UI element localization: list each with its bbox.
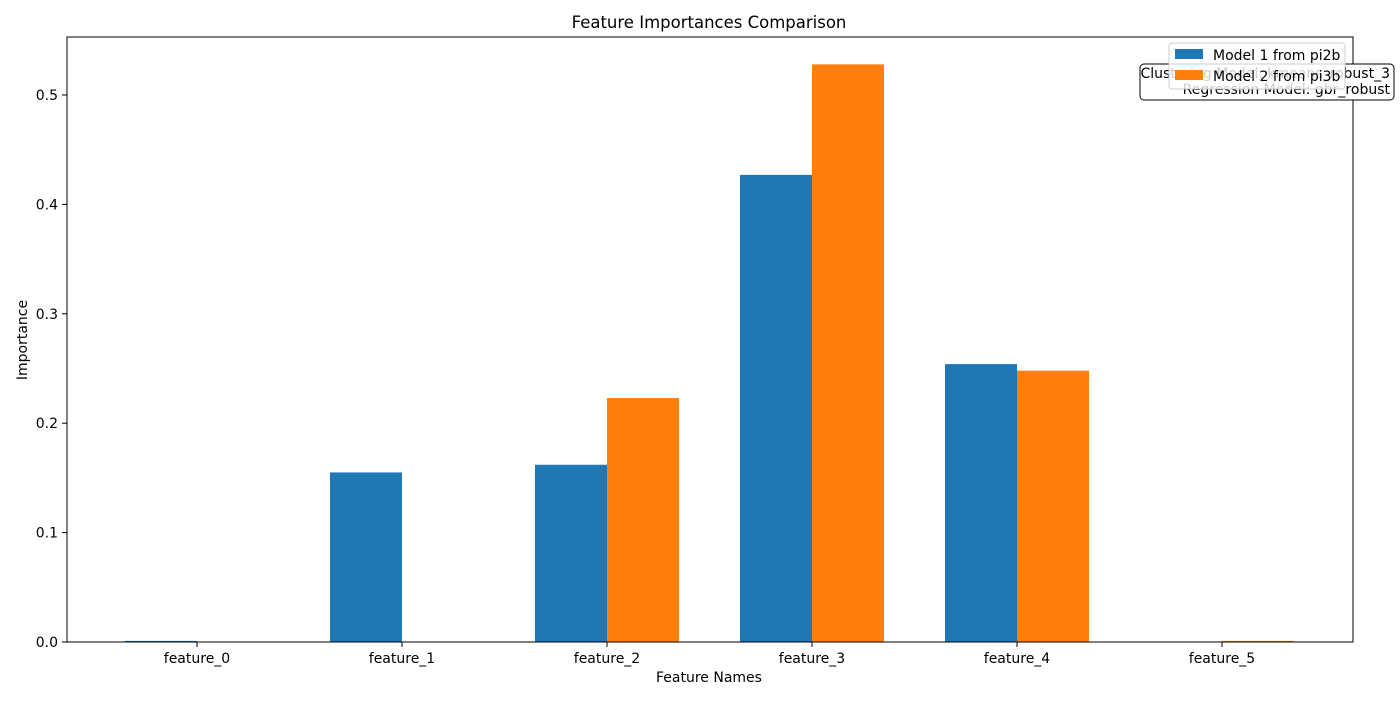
bar-series-2-feature_3 [812, 64, 884, 642]
x-tick-label-feature_2: feature_2 [574, 651, 640, 667]
legend-label-series-2: Model 2 from pi3b [1213, 69, 1341, 85]
legend-swatch-series-1 [1175, 49, 1203, 59]
y-tick-label: 0.5 [36, 88, 58, 104]
chart-title: Feature Importances Comparison [572, 13, 847, 32]
bar-series-2-feature_2 [607, 398, 679, 642]
y-axis: 0.0 0.1 0.2 0.3 0.4 0.5 [36, 88, 67, 651]
y-tick-label: 0.0 [36, 635, 58, 651]
y-tick-label: 0.1 [36, 526, 58, 542]
legend: Model 1 from pi2b Model 2 from pi3b [1168, 42, 1346, 90]
legend-label-series-1: Model 1 from pi2b [1213, 48, 1341, 64]
bar-series-1-feature_0 [125, 640, 197, 642]
bar-series-2-feature_5 [1222, 640, 1294, 642]
x-tick-label-feature_5: feature_5 [1189, 651, 1255, 667]
x-axis-label: Feature Names [656, 670, 762, 686]
x-tick-label-feature_4: feature_4 [984, 651, 1051, 667]
bar-series-2-feature_4 [1017, 370, 1089, 642]
bar-series-1-feature_3 [740, 174, 812, 643]
y-axis-label: Importance [15, 300, 31, 380]
x-tick-label-feature_1: feature_1 [369, 651, 435, 667]
y-tick-label: 0.2 [36, 416, 58, 432]
legend-swatch-series-2 [1175, 70, 1203, 80]
y-tick-label: 0.3 [36, 307, 58, 323]
bar-series-1-feature_1 [330, 472, 402, 642]
x-axis: feature_0 feature_1 feature_2 feature_3 feat… [164, 642, 1255, 667]
y-tick-label: 0.4 [36, 197, 58, 213]
plot-frame [66, 36, 1354, 643]
x-tick-label-feature_3: feature_3 [779, 651, 845, 667]
bar-series-1-feature_2 [535, 464, 607, 642]
bar-series-1-feature_4 [945, 364, 1017, 642]
bars-group [125, 64, 1294, 643]
x-tick-label-feature_0: feature_0 [164, 651, 230, 667]
